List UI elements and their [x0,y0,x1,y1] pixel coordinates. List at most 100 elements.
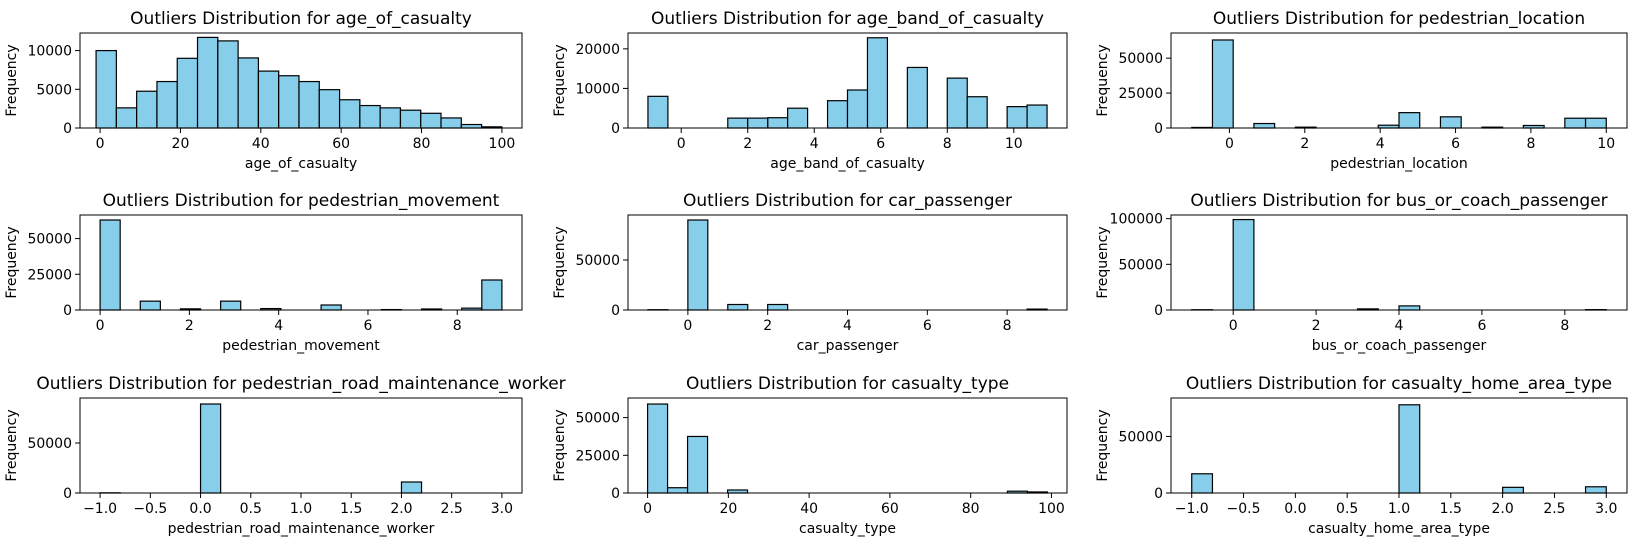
x-tick-label: 80 [962,501,980,517]
histogram-bar [646,403,669,494]
y-tick-label: 10000 [27,44,72,60]
axes-frame [1170,32,1628,129]
x-tick-label: 20 [172,136,190,152]
x-tick-label: 0 [643,501,652,517]
y-tick-label: 50000 [575,411,620,427]
x-tick-label: −1.0 [1175,501,1209,517]
histogram-bar [686,435,709,494]
histogram-bar [1232,218,1255,311]
y-axis-label: Frequency [552,44,568,116]
histogram-bar [727,303,749,311]
x-tick-label: 100 [489,136,516,152]
histogram-bar [318,89,341,129]
x-tick-label: 4 [1395,318,1404,334]
histogram-bar [278,75,300,129]
x-tick-label: 6 [923,318,932,334]
chart-title: Outliers Distribution for car_passenger [683,191,1012,211]
histogram-bar [298,80,320,129]
x-tick-label: 3.0 [491,501,513,517]
histogram-bar [95,49,117,129]
y-tick-label: 0 [1154,486,1163,502]
x-tick-label: 60 [881,501,899,517]
x-tick-label: 2.5 [441,501,463,517]
histogram-bar [237,57,260,129]
histogram-bar [1564,117,1587,129]
histogram-bar [379,107,402,129]
x-tick-label: 2.0 [390,501,412,517]
histogram-bar [687,219,709,311]
x-tick-label: 8 [1526,136,1535,152]
x-tick-label: 0 [96,136,105,152]
y-tick-label: 0 [1154,121,1163,137]
histogram-bar [199,403,222,494]
x-tick-label: 20 [719,501,737,517]
histogram-bar [338,99,361,129]
histogram-bar [257,70,280,129]
x-tick-label: 2.5 [1543,501,1565,517]
histogram-bar [906,66,928,129]
x-tick-label: 8 [943,136,952,152]
histogram-bar [1398,112,1421,129]
histogram-bar [826,100,849,129]
histogram-bar [400,481,423,494]
axes-frame [79,32,523,129]
histogram-bar [946,77,968,129]
histogram-bar [217,40,239,129]
y-tick-label: 50000 [1118,429,1163,445]
y-tick-label: 20000 [575,42,620,58]
chart-title: Outliers Distribution for age_of_casualt… [130,9,472,29]
x-tick-label: 0.0 [1284,501,1306,517]
chart-title: Outliers Distribution for age_band_of_ca… [651,9,1044,29]
histogram-bar [1253,122,1276,129]
y-tick-label: 25000 [575,448,620,464]
x-tick-label: 3.0 [1595,501,1617,517]
y-tick-label: 0 [1154,303,1163,319]
subplot-3: Outliers Distribution for pedestrian_loc… [1095,9,1628,172]
y-tick-label: 25000 [1118,86,1163,102]
y-axis-label: Frequency [552,226,568,298]
y-axis-label: Frequency [4,44,20,116]
x-tick-label: 6 [1451,136,1460,152]
x-tick-label: 6 [364,318,373,334]
x-axis-label: pedestrian_road_maintenance_worker [168,521,435,537]
histogram-bar [767,303,789,311]
histogram-bar [1398,305,1421,311]
x-tick-label: 1.0 [290,501,312,517]
subplot-4: Outliers Distribution for pedestrian_mov… [4,191,523,354]
histogram-bar [647,95,669,129]
histogram-bar [460,123,483,129]
x-tick-label: 0.0 [189,501,211,517]
histogram-bar [99,219,121,311]
subplot-8: Outliers Distribution for casualty_type 0… [552,374,1068,537]
axes-frame [79,214,523,311]
x-tick-label: −0.5 [133,501,167,517]
x-tick-label: 0 [1229,318,1238,334]
y-axis-label: Frequency [4,409,20,481]
x-tick-label: 6 [1477,318,1486,334]
histogram-bar [1584,486,1607,494]
x-tick-label: 80 [413,136,431,152]
x-tick-label: 2 [763,318,772,334]
histogram-bar [767,117,789,129]
chart-title: Outliers Distribution for pedestrian_loc… [1213,9,1585,29]
y-axis-label: Frequency [1095,409,1111,481]
x-tick-label: 8 [1560,318,1569,334]
chart-title: Outliers Distribution for casualty_type [686,374,1009,394]
x-tick-label: 8 [453,318,462,334]
x-tick-label: 1.5 [1440,501,1462,517]
y-tick-label: 50000 [27,232,72,248]
subplot-9: Outliers Distribution for casualty_home_… [1095,374,1628,537]
histogram-bar [359,104,381,129]
x-tick-label: 0 [677,136,686,152]
x-axis-label: casualty_type [799,521,896,537]
histogram-bar [1398,404,1421,494]
histogram-bar [1211,39,1234,129]
x-tick-label: 4 [810,136,819,152]
y-tick-label: 5000 [36,82,72,98]
histogram-bar [420,112,442,129]
x-axis-label: casualty_home_area_type [1308,521,1490,537]
histogram-bar [1026,104,1048,129]
histogram-bar [1502,486,1524,494]
histogram-bar [1191,473,1214,494]
x-tick-label: 2 [1300,136,1309,152]
